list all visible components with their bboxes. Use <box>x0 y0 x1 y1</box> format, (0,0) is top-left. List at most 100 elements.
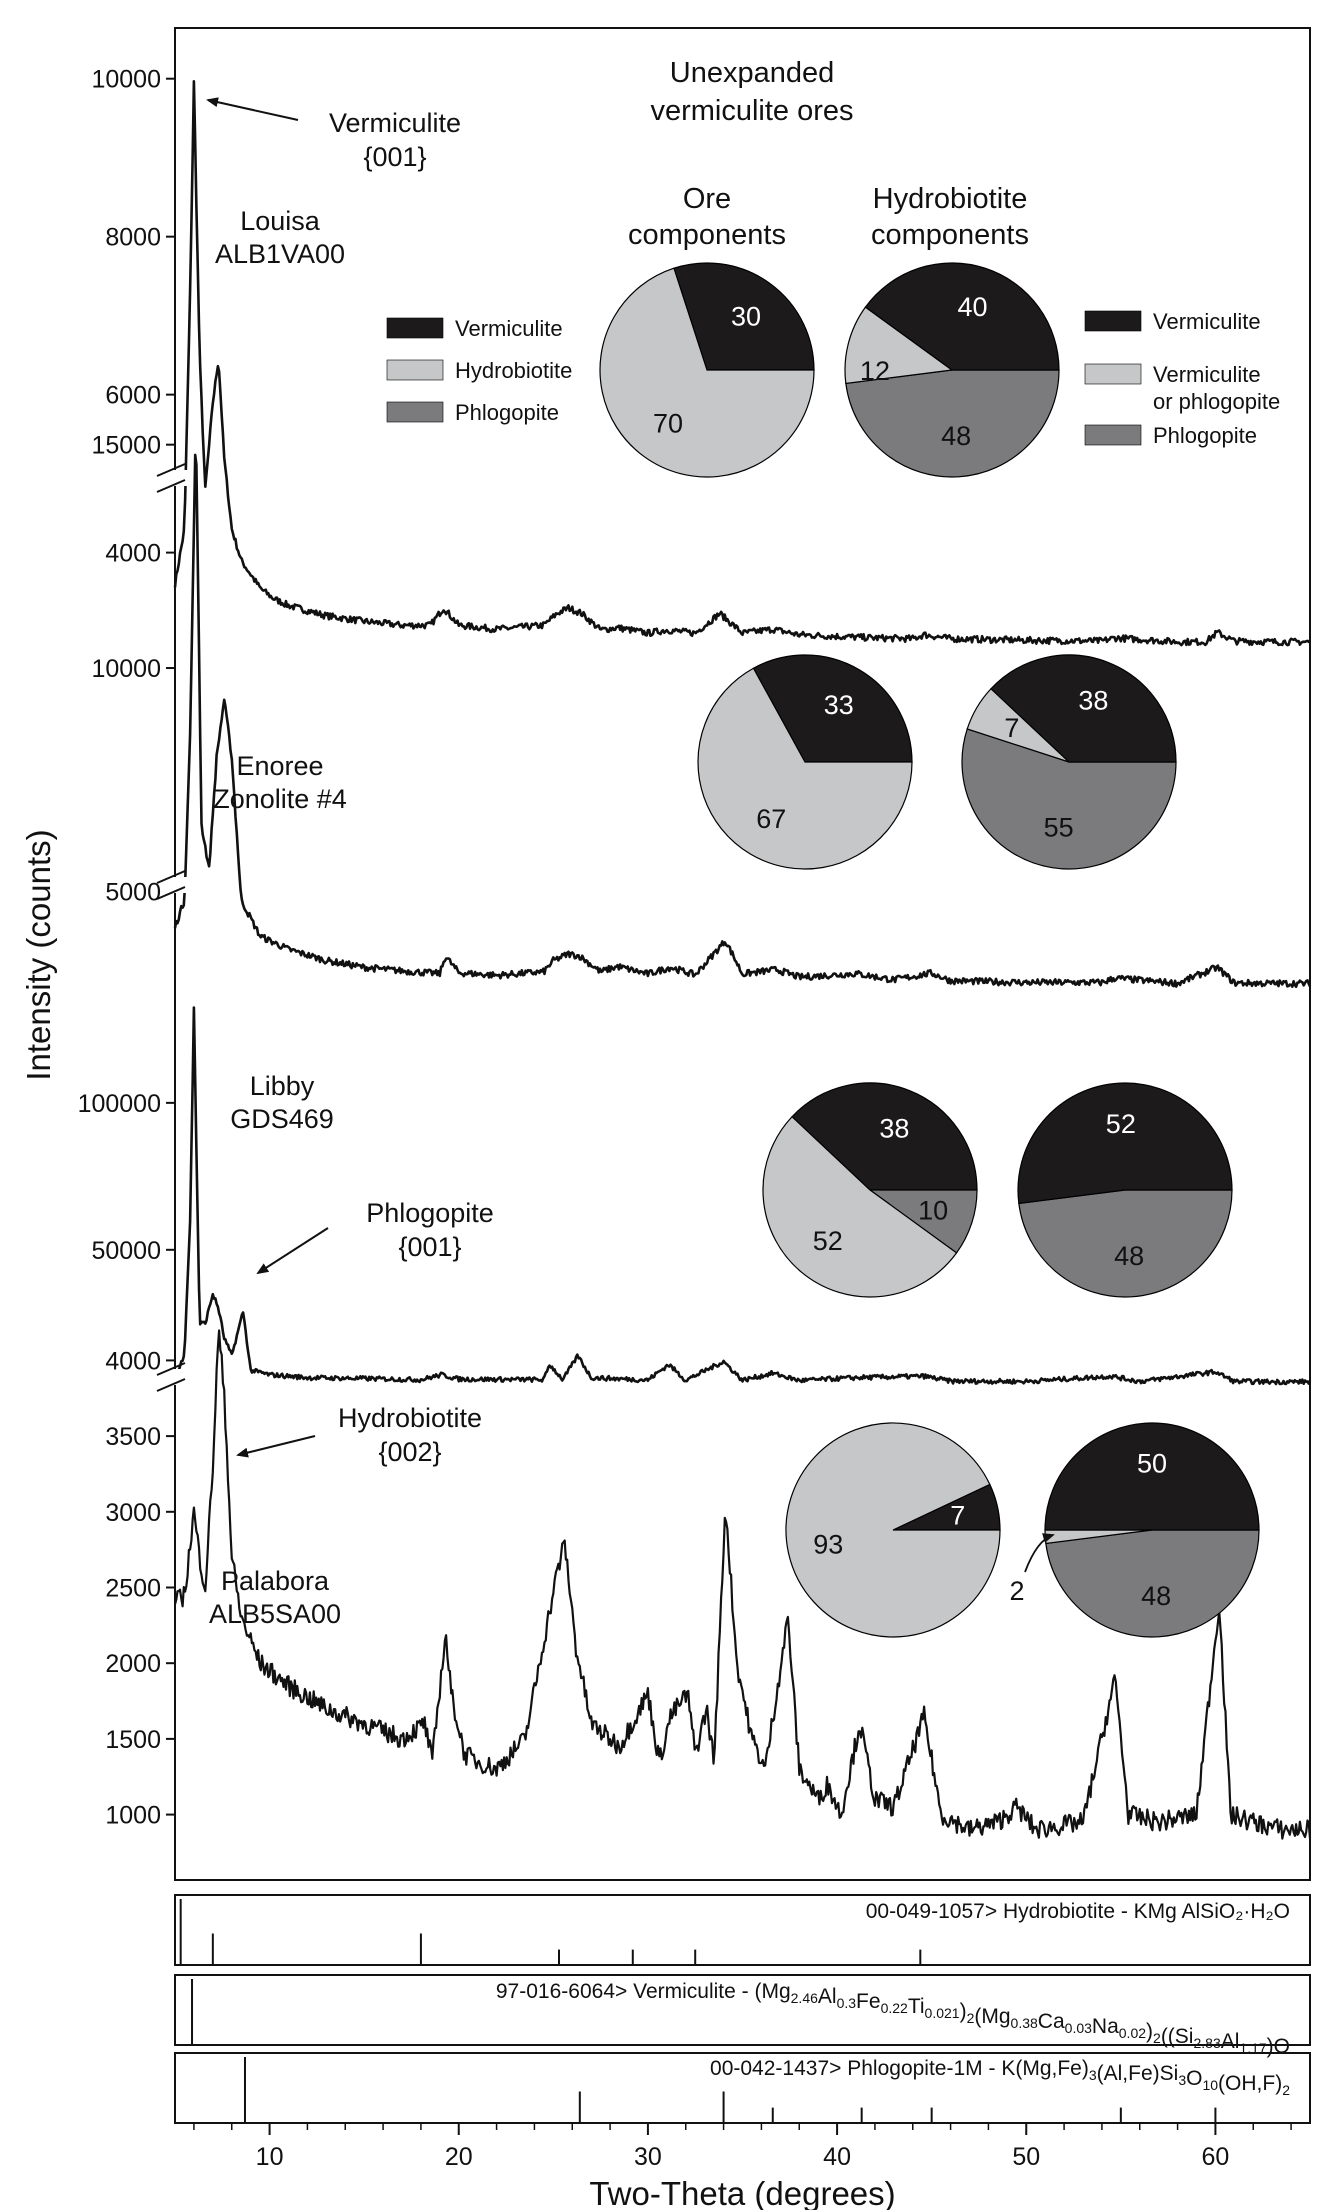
sample-label: ALB5SA00 <box>209 1599 341 1629</box>
reference-text-part: 2 <box>1153 2030 1161 2046</box>
pie-slice-phlogopite <box>845 369 1060 478</box>
pie-value-label: 48 <box>941 421 971 451</box>
reference-text-part: O <box>1186 2067 1202 2090</box>
reference-text-part: (Al,Fe)Si <box>1097 2062 1179 2085</box>
reference-frame-1 <box>174 1894 1311 1966</box>
pie-value-label: 30 <box>731 301 761 331</box>
pie-value-label: 7 <box>950 1501 965 1531</box>
pie-value-label: 7 <box>1004 713 1019 743</box>
annotation-label: Hydrobiotite <box>338 1403 482 1433</box>
y-axis-label: Intensity (counts) <box>20 829 57 1080</box>
pie-value-label: 12 <box>860 356 890 386</box>
legend-swatch <box>1084 310 1142 332</box>
y-tick-label: 5000 <box>105 878 161 906</box>
pie-value-label: 40 <box>957 292 987 322</box>
pie-value-label: 93 <box>813 1529 843 1559</box>
reference-text-part: M - K(Mg,Fe) <box>965 2057 1089 2080</box>
pie-chart-ore-2: 33 67 <box>697 654 913 870</box>
annotation-label: Vermiculite <box>329 108 461 138</box>
legend-label: Vermiculite <box>1153 309 1261 334</box>
reference-text-part: (Mg <box>974 2005 1010 2028</box>
reference-text-part: > Hydrobiotite - KMg AlSiO₂·H₂O <box>985 1900 1290 1923</box>
reference-text-part: 0.03 <box>1065 2020 1092 2036</box>
pie-slice-phlogopite <box>961 728 1177 870</box>
reference-text-part: > Phlogopite- <box>829 2057 953 2080</box>
pie-value-label: 52 <box>1106 1109 1136 1139</box>
pie-chart-hydrobiotite-3: 48 52 <box>1017 1082 1233 1298</box>
y-tick-label: 3500 <box>105 1423 161 1451</box>
reference-text-part: - <box>519 1980 526 2003</box>
reference-text-part: Na <box>1092 2015 1119 2038</box>
reference-text-part: ((Si <box>1161 2025 1194 2048</box>
reference-text-part: 016 <box>526 1980 561 2003</box>
reference-text-part: > Vermiculite - (Mg <box>615 1980 791 2003</box>
reference-text-part: 1 <box>953 2057 965 2080</box>
sample-label: Louisa <box>240 206 321 236</box>
reference-text-part: ) <box>960 2000 967 2023</box>
x-tick-label: 50 <box>1012 2143 1040 2171</box>
pie-slice-hydrobiotite <box>762 1115 958 1298</box>
reference-text-part: - <box>733 2057 740 2080</box>
pie-slice-vermiculite <box>791 1082 978 1191</box>
pie-column-title: components <box>628 219 786 251</box>
legend-swatch <box>386 401 444 423</box>
reference-text-part: 10 <box>1202 2077 1218 2093</box>
axis-break-mark <box>156 1378 186 1392</box>
reference-text-part: 1.17 <box>1239 2040 1266 2056</box>
pie-slice-vermiculite <box>1017 1082 1233 1205</box>
legend-label: Hydrobiotite <box>455 358 572 383</box>
reference-text-part: (OH,F) <box>1218 2072 1282 2095</box>
reference-text-part: 0.02 <box>1119 2025 1146 2041</box>
reference-label: 00-042-1437> Phlogopite-1M - K(Mg,Fe)3(A… <box>710 2057 1290 2098</box>
legend-swatch <box>1084 363 1142 385</box>
reference-text-part: - <box>889 1900 896 1923</box>
reference-text-part: Ca <box>1038 2010 1065 2033</box>
reference-text-part: 2.83 <box>1193 2035 1220 2051</box>
annotation-label: Phlogopite <box>366 1198 494 1228</box>
x-tick-label: 10 <box>256 2143 284 2171</box>
figure-title: vermiculite ores <box>650 95 853 127</box>
annotation-arrow <box>236 1435 316 1458</box>
trace-4 <box>173 1329 1312 1840</box>
axis-break-mark <box>156 1362 186 1376</box>
sample-label: Enoree <box>236 751 323 781</box>
sample-label: GDS469 <box>230 1104 334 1134</box>
x-axis-label: Two-Theta (degrees) <box>589 2175 895 2210</box>
pie-value-label: 67 <box>756 804 786 834</box>
reference-label: 97-016-6064> Vermiculite - (Mg2.46Al0.3F… <box>496 1980 1290 2058</box>
pie-value-label: 70 <box>653 409 683 439</box>
x-tick-label: 20 <box>445 2143 473 2171</box>
y-tick-label: 100000 <box>78 1090 161 1118</box>
y-tick-label: 15000 <box>91 432 161 460</box>
y-tick-label: 2500 <box>105 1575 161 1603</box>
pie-slice-phlogopite <box>1018 1189 1233 1298</box>
reference-text-part: Al <box>1221 2030 1240 2053</box>
figure-title: Unexpanded <box>670 57 834 89</box>
legend-label: or phlogopite <box>1153 389 1280 414</box>
sample-label: Libby <box>250 1071 315 1101</box>
trace-3 <box>173 1006 1312 1386</box>
reference-text-part: 6064 <box>568 1980 615 2003</box>
reference-text-part: Al <box>818 1985 837 2008</box>
pie-value-label: 55 <box>1044 813 1074 843</box>
y-tick-label: 10000 <box>91 66 161 94</box>
reference-text-part: - <box>561 1980 568 2003</box>
reference-text-part: 1057 <box>938 1900 985 1923</box>
y-tick-label: 10000 <box>91 655 161 683</box>
axis-break-mark <box>156 479 186 493</box>
pie-value-label: 10 <box>918 1196 948 1226</box>
pie-value-label: 50 <box>1137 1449 1167 1479</box>
pie-value-label: 38 <box>879 1113 909 1143</box>
pie-column-title: Hydrobiotite <box>873 183 1028 215</box>
reference-text-part: ) <box>1146 2020 1153 2043</box>
pie-slice-hydrobiotite <box>785 1422 1001 1638</box>
annotation-arrow <box>206 97 299 121</box>
legend-label: Phlogopite <box>455 400 559 425</box>
reference-text-part: 2 <box>1282 2082 1290 2098</box>
pie-value-label: 52 <box>813 1226 843 1256</box>
y-tick-label: 50000 <box>91 1237 161 1265</box>
reference-text-part: 00 <box>866 1900 889 1923</box>
pie-column-title: components <box>871 219 1029 251</box>
reference-frame-2 <box>174 1974 1311 2046</box>
